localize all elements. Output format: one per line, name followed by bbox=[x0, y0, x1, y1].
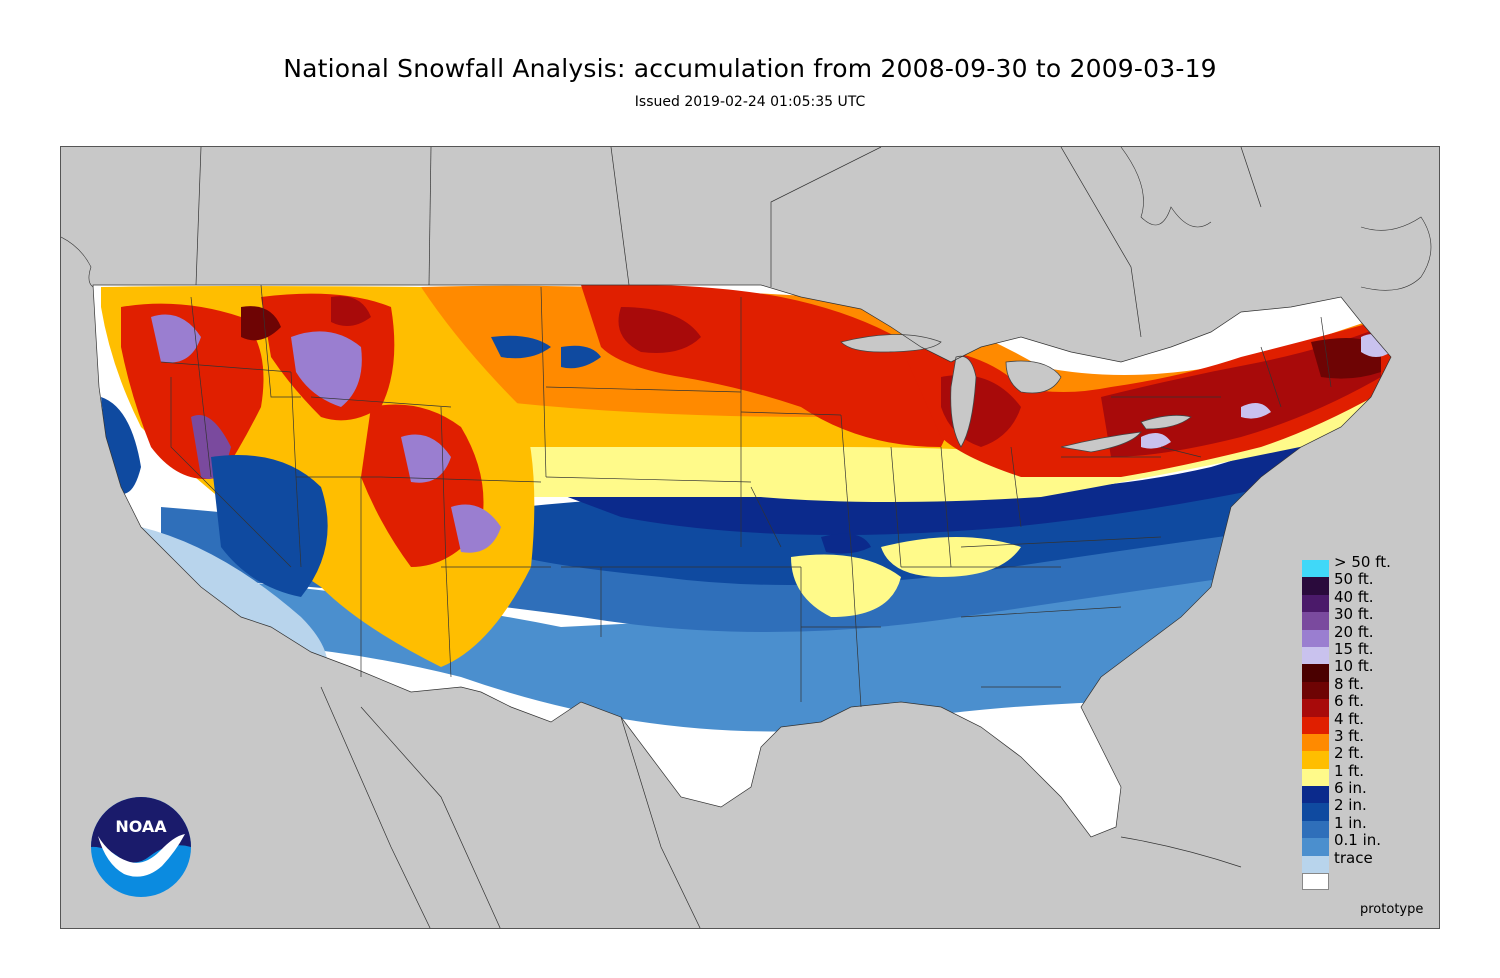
legend-item: 6 in. bbox=[1302, 779, 1422, 804]
legend-label: trace bbox=[1334, 848, 1373, 867]
snowfall-map bbox=[60, 146, 1440, 929]
legend-item: 15 ft. bbox=[1302, 640, 1422, 665]
legend-item: 6 ft. bbox=[1302, 692, 1422, 717]
legend-swatch bbox=[1302, 820, 1329, 839]
legend-item: 4 ft. bbox=[1302, 710, 1422, 734]
legend-swatch bbox=[1302, 594, 1329, 613]
snowfall-map-canvas bbox=[61, 147, 1439, 928]
legend-item: 30 ft. bbox=[1302, 605, 1422, 630]
legend-swatch bbox=[1302, 664, 1329, 682]
legend-swatch bbox=[1302, 768, 1329, 787]
legend-swatch bbox=[1302, 873, 1329, 891]
legend-label: 30 ft. bbox=[1334, 605, 1374, 624]
legend-item bbox=[1302, 873, 1422, 891]
legend-item: 10 ft. bbox=[1302, 657, 1422, 682]
legend-label: 20 ft. bbox=[1334, 622, 1374, 641]
legend-swatch bbox=[1302, 646, 1329, 665]
legend-item: 1 in. bbox=[1302, 814, 1422, 839]
legend-label: 10 ft. bbox=[1334, 657, 1374, 676]
legend-swatch bbox=[1302, 716, 1329, 734]
legend-swatch bbox=[1302, 786, 1329, 804]
legend-label: 2 ft. bbox=[1334, 744, 1364, 763]
legend-swatch bbox=[1302, 681, 1329, 700]
legend-label: 15 ft. bbox=[1334, 639, 1374, 658]
legend-swatch bbox=[1302, 751, 1329, 769]
legend-label: 3 ft. bbox=[1334, 726, 1364, 745]
legend-swatch bbox=[1302, 803, 1329, 821]
legend-item: 8 ft. bbox=[1302, 675, 1422, 700]
legend-label: 6 ft. bbox=[1334, 692, 1364, 711]
coastline-hints bbox=[61, 147, 1432, 291]
legend-label: 2 in. bbox=[1334, 796, 1367, 815]
legend-label: 40 ft. bbox=[1334, 587, 1374, 606]
noaa-logo: NOAA bbox=[91, 797, 191, 897]
great-lakes bbox=[840, 334, 1192, 453]
legend-label: 8 ft. bbox=[1334, 674, 1364, 693]
legend-item: > 50 ft. bbox=[1302, 553, 1422, 578]
legend-swatch bbox=[1302, 560, 1329, 578]
legend-label: 0.1 in. bbox=[1334, 831, 1382, 850]
legend-item: 20 ft. bbox=[1302, 623, 1422, 647]
legend-label: 1 ft. bbox=[1334, 761, 1364, 780]
legend-swatch bbox=[1302, 577, 1329, 595]
legend-swatch bbox=[1302, 733, 1329, 752]
boundary-lines bbox=[92, 147, 1392, 928]
legend-item: trace bbox=[1302, 849, 1422, 874]
map-title: National Snowfall Analysis: accumulation… bbox=[283, 54, 1217, 83]
legend-label: 50 ft. bbox=[1334, 570, 1374, 589]
legend-label: 1 in. bbox=[1334, 813, 1367, 832]
legend-swatch bbox=[1302, 612, 1329, 630]
color-legend: > 50 ft. 50 ft. 40 ft. 30 ft. 20 ft. 15 ft. 10… bbox=[1302, 553, 1422, 891]
legend-item: 50 ft. bbox=[1302, 570, 1422, 595]
legend-item: 40 ft. bbox=[1302, 588, 1422, 613]
legend-item: 2 in. bbox=[1302, 796, 1422, 821]
legend-swatch bbox=[1302, 629, 1329, 647]
issued-timestamp: Issued 2019-02-24 01:05:35 UTC bbox=[634, 94, 866, 110]
legend-swatch bbox=[1302, 699, 1329, 717]
legend-swatch bbox=[1302, 838, 1329, 856]
legend-label: 6 in. bbox=[1334, 779, 1367, 798]
noaa-logo-text: NOAA bbox=[115, 817, 167, 836]
legend-item: 0.1 in. bbox=[1302, 831, 1422, 856]
legend-swatch bbox=[1302, 855, 1329, 874]
legend-item: 3 ft. bbox=[1302, 727, 1422, 752]
legend-item: 1 ft. bbox=[1302, 762, 1422, 787]
legend-label: 4 ft. bbox=[1334, 709, 1364, 728]
prototype-label: prototype bbox=[1360, 902, 1424, 917]
legend-item: 2 ft. bbox=[1302, 744, 1422, 769]
legend-label: > 50 ft. bbox=[1334, 553, 1391, 571]
